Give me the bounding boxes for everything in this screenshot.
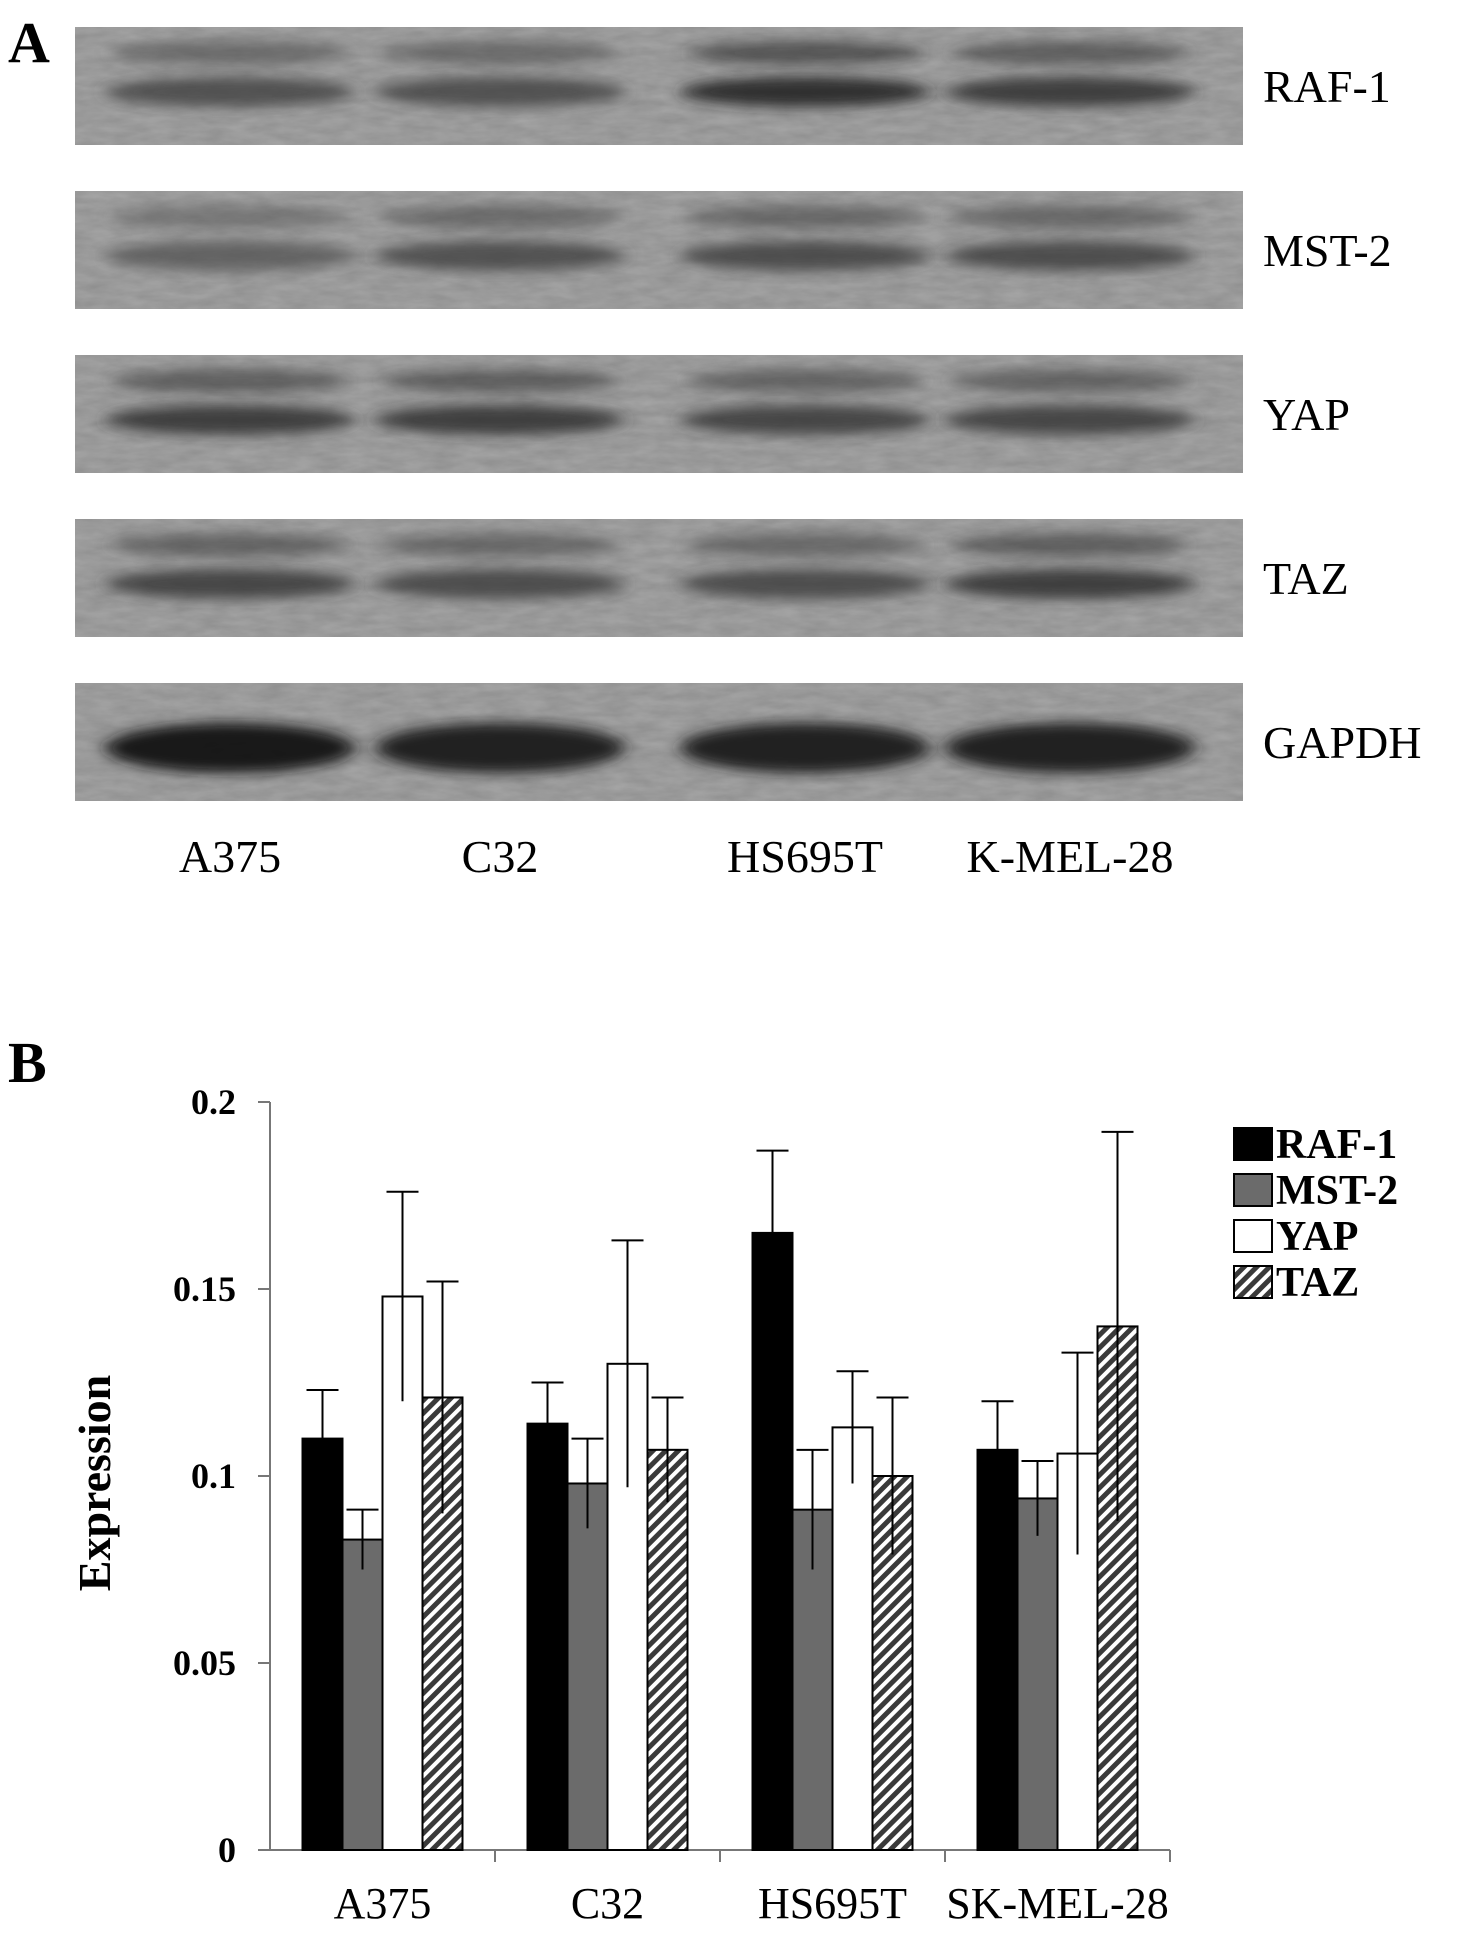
protein-band xyxy=(375,722,625,773)
y-tick-label: 0.2 xyxy=(191,1082,236,1122)
bar xyxy=(566,1482,609,1851)
protein-band xyxy=(945,404,1195,435)
protein-band-upper xyxy=(110,368,350,393)
bar xyxy=(751,1231,794,1851)
protein-band-upper xyxy=(380,532,620,557)
y-tick-label: 0.05 xyxy=(173,1643,236,1683)
bar xyxy=(341,1538,384,1851)
protein-band-upper xyxy=(685,40,925,65)
protein-band xyxy=(945,722,1195,773)
protein-band-upper xyxy=(110,40,350,65)
legend-swatch xyxy=(1233,1219,1273,1253)
protein-band-upper xyxy=(685,532,925,557)
blot-lane-label: A375 xyxy=(179,831,281,882)
x-category-label: SK-MEL-28 xyxy=(946,1879,1168,1928)
panel-b-letter: B xyxy=(8,1030,47,1095)
bar xyxy=(646,1448,689,1851)
protein-band xyxy=(105,722,355,773)
blot-lane-label: C32 xyxy=(462,831,539,882)
blot-protein-label: GAPDH xyxy=(1263,717,1421,768)
x-category-label: HS695T xyxy=(758,1879,907,1928)
legend-label: RAF-1 xyxy=(1276,1122,1397,1168)
blot-strip xyxy=(75,191,1243,309)
protein-band xyxy=(680,404,930,435)
protein-band xyxy=(105,568,355,599)
protein-band-upper xyxy=(950,40,1190,65)
protein-band-upper xyxy=(380,204,620,229)
protein-band xyxy=(375,240,625,271)
legend-label: TAZ xyxy=(1276,1260,1359,1306)
protein-band-upper xyxy=(685,204,925,229)
legend-swatch xyxy=(1233,1265,1273,1299)
protein-band xyxy=(105,404,355,435)
y-tick-label: 0.15 xyxy=(173,1269,236,1309)
protein-band-upper xyxy=(950,204,1190,229)
protein-band xyxy=(375,404,625,435)
x-category-label: C32 xyxy=(571,1879,644,1928)
protein-band xyxy=(105,240,355,271)
bar xyxy=(526,1422,569,1851)
bar xyxy=(301,1437,344,1851)
bar xyxy=(1016,1497,1059,1851)
y-axis-title: Expression xyxy=(69,1375,120,1591)
protein-band-upper xyxy=(950,532,1190,557)
blot-lane-label: K-MEL-28 xyxy=(967,831,1174,882)
panel-a-letter: A xyxy=(8,10,50,75)
protein-band xyxy=(375,76,625,107)
y-tick-label: 0.1 xyxy=(191,1456,236,1496)
protein-band-upper xyxy=(685,368,925,393)
protein-band xyxy=(680,76,930,107)
blot-protein-label: YAP xyxy=(1263,389,1350,440)
western-blot: RAF-1 MST-2 YAP TAZ GAPDH A375 C32 HS695T K-MEL-… xyxy=(75,27,1421,882)
protein-band xyxy=(375,568,625,599)
protein-band xyxy=(945,568,1195,599)
bar xyxy=(831,1426,874,1851)
legend-swatch xyxy=(1233,1127,1273,1161)
protein-band-upper xyxy=(950,368,1190,393)
y-tick-label: 0 xyxy=(218,1830,236,1870)
bar xyxy=(976,1448,1019,1851)
protein-band xyxy=(680,568,930,599)
blot-lane-label: HS695T xyxy=(727,831,883,882)
blot-strip xyxy=(75,519,1243,637)
protein-band-upper xyxy=(380,40,620,65)
x-category-label: A375 xyxy=(334,1879,432,1928)
blot-strip xyxy=(75,683,1243,801)
protein-band xyxy=(945,240,1195,271)
legend-label: YAP xyxy=(1276,1214,1358,1260)
protein-band xyxy=(945,76,1195,107)
blot-protein-label: RAF-1 xyxy=(1263,61,1391,112)
protein-band-upper xyxy=(110,532,350,557)
protein-band xyxy=(680,240,930,271)
legend-swatch xyxy=(1233,1173,1273,1207)
legend-label: MST-2 xyxy=(1276,1168,1398,1214)
protein-band xyxy=(680,722,930,773)
blot-strip xyxy=(75,355,1243,473)
protein-band-upper xyxy=(110,204,350,229)
blot-protein-label: TAZ xyxy=(1263,553,1349,604)
blot-strip xyxy=(75,27,1243,145)
blot-protein-label: MST-2 xyxy=(1263,225,1392,276)
protein-band-upper xyxy=(380,368,620,393)
bar-chart: 0 0.05 0.1 0.15 0.2 A375 C32 HS695T SK-MEL-28 xyxy=(173,1082,1171,1928)
protein-band xyxy=(105,76,355,107)
